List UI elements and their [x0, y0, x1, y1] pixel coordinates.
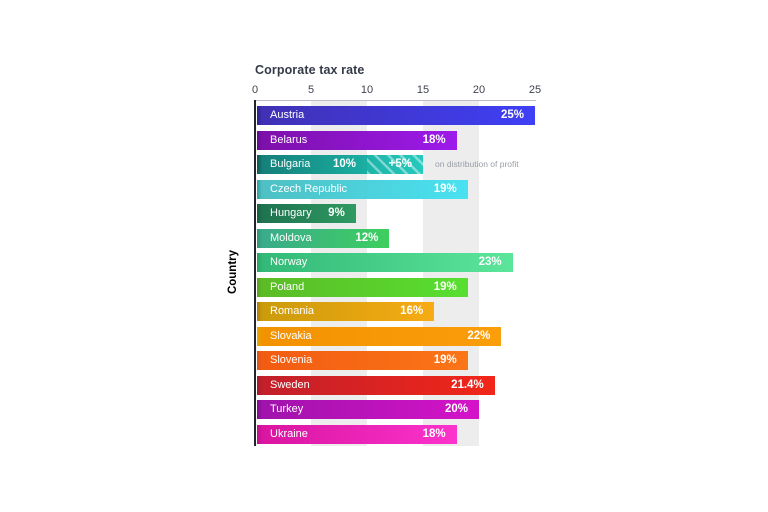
bar-country-label: Belarus — [270, 133, 308, 146]
bar-extension-value-label: +5% — [388, 158, 412, 170]
bar-value-label: 10% — [332, 158, 356, 170]
bar-row: Bulgaria 10% +5% on distribution of profit — [257, 155, 757, 174]
bar: Czech Republic 19% — [257, 179, 468, 199]
bar-value-label: 19% — [433, 182, 457, 195]
bar-row: Norway 23% — [257, 253, 757, 272]
bar: Turkey 20% — [257, 400, 479, 419]
bar-row: Moldova 12% — [257, 228, 757, 248]
bar-country-label: Poland — [270, 280, 305, 293]
bar-value-label: 19% — [433, 280, 457, 293]
bar-row: Sweden 21.4% — [257, 375, 757, 395]
bar: Bulgaria 10% — [257, 155, 367, 174]
y-axis-line — [254, 100, 256, 446]
bar-country-label: Sweden — [270, 378, 310, 391]
x-tick-label: 25 — [528, 84, 542, 96]
bar-value-label: 21.4% — [451, 378, 484, 391]
bar-country-label: Austria — [270, 109, 305, 121]
bar-row: Romania 16% — [257, 302, 757, 321]
bar-value-label: 20% — [444, 403, 468, 415]
bar: Norway 23% — [257, 253, 513, 272]
bar-country-label: Romania — [270, 305, 315, 317]
bar-country-label: Hungary — [270, 207, 312, 219]
x-tick-label: 10 — [360, 84, 374, 96]
bar: Moldova 12% — [257, 228, 390, 248]
bar-country-label: Czech Republic — [270, 182, 348, 195]
bar-value-label: 9% — [328, 207, 345, 219]
bar-row: Hungary 9% — [257, 204, 757, 223]
x-tick-label: 20 — [472, 84, 486, 96]
bar-row: Poland 19% — [257, 277, 757, 297]
bar: Hungary 9% — [257, 204, 356, 223]
bar-row: Belarus 18% — [257, 130, 757, 150]
bar-row: Slovakia 22% — [257, 326, 757, 346]
x-tick-label: 5 — [307, 84, 315, 96]
bar-value-label: 19% — [433, 354, 457, 366]
y-axis-title: Country — [227, 249, 239, 295]
bar: Ukraine 18% — [257, 424, 457, 444]
bar-row: Ukraine 18% — [257, 424, 757, 444]
bar-country-label: Turkey — [270, 403, 304, 415]
x-tick-label: 15 — [416, 84, 430, 96]
bar-country-label: Moldova — [270, 231, 312, 244]
bar-row: Slovenia 19% — [257, 351, 757, 370]
x-tick-label: 0 — [251, 84, 259, 96]
bar-row: Austria 25% — [257, 106, 757, 125]
bar: Sweden 21.4% — [257, 375, 495, 395]
bar-country-label: Norway — [270, 256, 308, 268]
bar: Slovakia 22% — [257, 326, 502, 346]
bar: Slovenia 19% — [257, 351, 468, 370]
bar-extension-note: on distribution of profit — [435, 159, 519, 169]
bar-value-label: 16% — [400, 305, 424, 317]
bar-value-label: 23% — [478, 256, 502, 268]
bar-country-label: Ukraine — [270, 427, 308, 440]
bar: Poland 19% — [257, 277, 468, 297]
bar-value-label: 25% — [500, 109, 524, 121]
chart-title: Corporate tax rate — [255, 63, 365, 77]
bar: Belarus 18% — [257, 130, 457, 150]
bar-country-label: Slovakia — [270, 329, 312, 342]
bar-country-label: Bulgaria — [270, 158, 311, 170]
bar-row: Turkey 20% — [257, 400, 757, 419]
bar-country-label: Slovenia — [270, 354, 313, 366]
x-axis-line — [255, 100, 536, 101]
bar-value-label: 12% — [355, 231, 379, 244]
bar-value-label: 22% — [467, 329, 491, 342]
bar-row: Czech Republic 19% — [257, 179, 757, 199]
bar: Romania 16% — [257, 302, 435, 321]
bar-value-label: 18% — [422, 133, 446, 146]
bar: Austria 25% — [257, 106, 535, 125]
bar-extension-hatched: +5% — [367, 155, 423, 174]
bar-value-label: 18% — [422, 427, 446, 440]
